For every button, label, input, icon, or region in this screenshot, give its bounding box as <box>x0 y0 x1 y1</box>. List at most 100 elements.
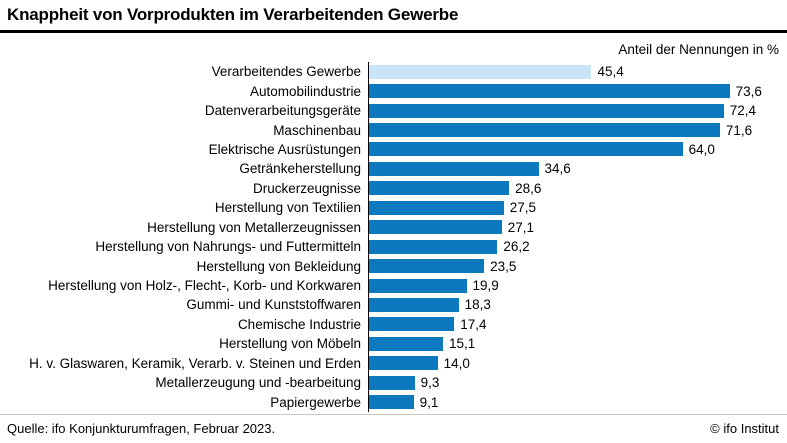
bar-chart: Verarbeitendes Gewerbe 45,4 Automobilindus… <box>0 62 787 412</box>
plot-inner: 45,4 <box>369 62 761 81</box>
axis-unit-label: Anteil der Nennungen in % <box>618 42 779 57</box>
plot-inner: 14,0 <box>369 354 761 373</box>
plot-area: 27,1 <box>368 217 787 237</box>
plot-area: 27,5 <box>368 198 787 218</box>
value-label: 26,2 <box>503 239 530 255</box>
value-label: 72,4 <box>729 103 757 119</box>
plot-area: 19,9 <box>368 275 787 296</box>
category-label: Datenverarbeitungsgeräte <box>204 103 361 119</box>
bar <box>369 220 502 235</box>
category-label: Getränkeherstellung <box>239 161 361 177</box>
value-label: 34,6 <box>544 161 571 177</box>
category-label: Gummi- und Kunststoffwaren <box>186 297 361 313</box>
bar-row: Herstellung von Metallerzeugnissen 27,1 <box>0 217 787 237</box>
bar-row: Verarbeitendes Gewerbe 45,4 <box>0 62 787 82</box>
value-label: 23,5 <box>490 258 517 274</box>
bar-row: Herstellung von Bekleidung 23,5 <box>0 256 787 276</box>
category-label: Herstellung von Holz-, Flecht-, Korb- un… <box>48 278 361 294</box>
bar <box>369 103 724 118</box>
footer: Quelle: ifo Konjunkturumfragen, Februar … <box>0 415 787 436</box>
plot-inner: 71,6 <box>369 120 761 139</box>
bar-row: Elektrische Ausrüstungen 64,0 <box>0 139 787 160</box>
plot-inner: 27,1 <box>369 218 761 237</box>
bar <box>369 200 504 215</box>
bar-row: Herstellung von Nahrungs- und Futtermitt… <box>0 236 787 257</box>
value-label: 19,9 <box>472 278 499 294</box>
copyright-note: © ifo Institut <box>710 420 779 436</box>
plot-inner: 9,3 <box>369 373 761 392</box>
plot-area: 73,6 <box>368 81 787 101</box>
category-label: Papiergewerbe <box>270 394 361 410</box>
bar-row: Herstellung von Holz-, Flecht-, Korb- un… <box>0 275 787 296</box>
bar <box>369 84 730 99</box>
plot-area: 17,4 <box>368 314 787 335</box>
bar-row: Gummi- und Kunststoffwaren 18,3 <box>0 295 787 315</box>
bar-row: Papiergewerbe 9,1 <box>0 392 787 412</box>
plot-area: 15,1 <box>368 334 787 354</box>
value-label: 64,0 <box>688 141 715 157</box>
bar <box>369 123 720 138</box>
plot-inner: 26,2 <box>369 237 761 256</box>
bar <box>369 259 485 274</box>
bar <box>369 64 592 79</box>
category-label: Herstellung von Bekleidung <box>196 258 361 274</box>
category-label: Maschinenbau <box>273 122 361 138</box>
category-label: Herstellung von Metallerzeugnissen <box>147 219 361 235</box>
plot-inner: 18,3 <box>369 295 761 314</box>
plot-inner: 34,6 <box>369 159 761 178</box>
value-label: 28,6 <box>515 180 542 196</box>
category-label: Herstellung von Nahrungs- und Futtermitt… <box>95 239 361 255</box>
bar-row: Automobilindustrie 73,6 <box>0 81 787 101</box>
bar-row: Chemische Industrie 17,4 <box>0 314 787 335</box>
bar <box>369 336 443 351</box>
footer-rule <box>0 413 787 415</box>
plot-area: 72,4 <box>368 100 787 121</box>
value-label: 9,3 <box>420 375 440 391</box>
category-label: Elektrische Ausrüstungen <box>208 141 361 157</box>
bar-row: Maschinenbau 71,6 <box>0 120 787 140</box>
plot-area: 34,6 <box>368 159 787 179</box>
bar <box>369 239 498 254</box>
bar-row: Herstellung von Möbeln 15,1 <box>0 334 787 354</box>
value-label: 71,6 <box>725 122 753 138</box>
source-note: Quelle: ifo Konjunkturumfragen, Februar … <box>7 420 276 436</box>
value-label: 9,1 <box>419 394 439 410</box>
plot-area: 71,6 <box>368 120 787 140</box>
bar <box>369 356 438 371</box>
category-label: Herstellung von Textilien <box>214 200 361 216</box>
bar-row: H. v. Glaswaren, Keramik, Verarb. v. Ste… <box>0 353 787 373</box>
bar-row: Metallerzeugung und -bearbeitung 9,3 <box>0 373 787 393</box>
category-label: Herstellung von Möbeln <box>219 336 361 352</box>
bar <box>369 317 455 332</box>
plot-area: 45,4 <box>368 62 787 82</box>
plot-area: 64,0 <box>368 139 787 160</box>
value-label: 73,6 <box>735 83 762 99</box>
bar-row: Datenverarbeitungsgeräte 72,4 <box>0 100 787 121</box>
plot-area: 23,5 <box>368 256 787 276</box>
value-label: 15,1 <box>448 336 476 352</box>
bar <box>369 278 467 293</box>
category-label: Druckerzeugnisse <box>252 180 361 196</box>
value-label: 27,1 <box>507 219 535 235</box>
plot-inner: 19,9 <box>369 276 761 295</box>
bar <box>369 297 459 312</box>
plot-area: 28,6 <box>368 178 787 199</box>
plot-inner: 27,5 <box>369 198 761 217</box>
title-rule <box>0 30 787 33</box>
plot-area: 14,0 <box>368 353 787 373</box>
bar-row: Getränkeherstellung 34,6 <box>0 159 787 179</box>
category-label: Chemische Industrie <box>237 316 361 332</box>
plot-area: 9,3 <box>368 373 787 393</box>
plot-inner: 9,1 <box>369 392 761 411</box>
value-label: 45,4 <box>597 64 624 80</box>
plot-area: 18,3 <box>368 295 787 315</box>
plot-inner: 64,0 <box>369 140 761 159</box>
bar <box>369 161 539 176</box>
value-label: 18,3 <box>464 297 491 313</box>
category-label: Automobilindustrie <box>249 83 361 99</box>
plot-inner: 72,4 <box>369 101 761 120</box>
category-label: H. v. Glaswaren, Keramik, Verarb. v. Ste… <box>29 355 361 371</box>
plot-inner: 73,6 <box>369 81 762 100</box>
plot-inner: 23,5 <box>369 256 761 275</box>
